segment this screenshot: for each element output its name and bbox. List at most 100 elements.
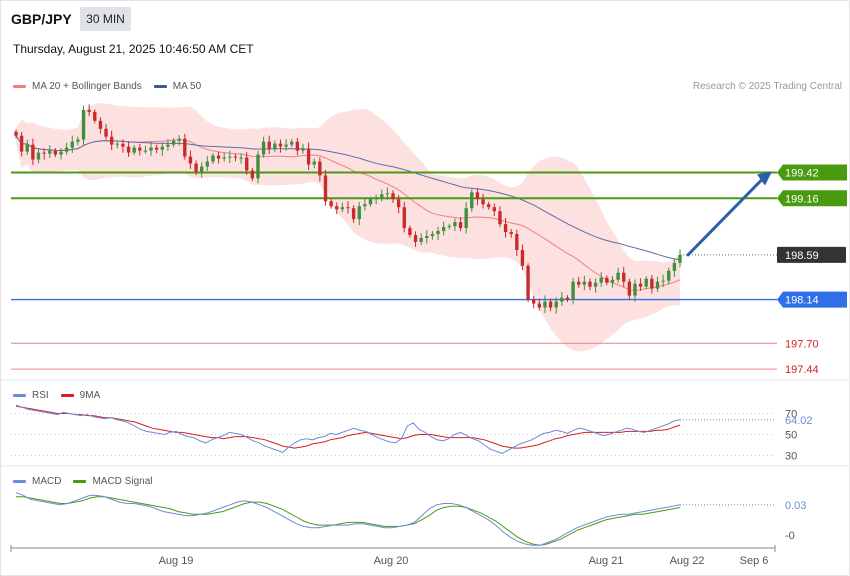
symbol-title: GBP/JPY [11, 11, 72, 27]
candle [93, 111, 97, 121]
rsi-tick-label: 70 [785, 409, 797, 421]
legend-macd-signal[interactable]: MACD Signal [73, 476, 152, 487]
candle [503, 224, 508, 233]
main-legend: MA 20 + Bollinger Bands MA 50 [13, 81, 213, 92]
candle [425, 236, 429, 239]
candle [554, 301, 558, 308]
candle [70, 141, 74, 148]
legend-macd-label: MACD [32, 476, 62, 487]
candle [509, 232, 513, 235]
candle [267, 141, 271, 149]
candle [222, 157, 226, 159]
candle [183, 138, 187, 157]
candle [532, 299, 536, 304]
candle [290, 141, 294, 145]
ma50-line [15, 135, 681, 261]
candle [667, 270, 671, 281]
candle [115, 143, 119, 145]
legend-rsi-label: RSI [32, 390, 49, 401]
candle [492, 207, 496, 212]
candle [408, 228, 412, 236]
candle [374, 198, 378, 200]
legend-macd[interactable]: MACD [13, 476, 61, 487]
candle [644, 278, 648, 287]
candle [335, 206, 339, 210]
candle [109, 136, 114, 145]
candle [138, 147, 142, 151]
candle [447, 226, 451, 228]
rsi-line [15, 404, 681, 454]
candle [616, 272, 620, 280]
candle [228, 156, 232, 158]
candle [498, 211, 502, 225]
candle [160, 146, 164, 150]
rsi-last-value: 64.02 [785, 415, 813, 427]
candle [464, 208, 468, 229]
legend-rsi-ma-label: 9MA [79, 390, 101, 401]
candle [486, 204, 491, 208]
legend-macd-swatch [13, 480, 26, 483]
x-tick-label: Aug 21 [589, 555, 624, 567]
legend-rsi[interactable]: RSI [13, 390, 49, 401]
candle [239, 157, 243, 159]
legend-rsi-ma[interactable]: 9MA [60, 390, 101, 401]
candle [340, 207, 345, 210]
candle [42, 152, 46, 154]
level-label-support: 198.14 [785, 295, 819, 307]
candle [543, 301, 547, 308]
candle [475, 192, 480, 200]
projection-arrow-shaft [686, 175, 766, 257]
candle [323, 175, 328, 202]
candle [200, 166, 204, 172]
level-label-target: 197.70 [785, 338, 819, 350]
rsi-tick-label: 30 [785, 451, 797, 463]
candle [470, 192, 474, 209]
candle [430, 234, 435, 237]
candle [329, 201, 333, 207]
candle [368, 199, 373, 205]
last-price-label: 198.59 [785, 250, 819, 262]
candle [233, 156, 238, 158]
candle [211, 155, 215, 162]
legend-ma20-swatch [13, 85, 26, 88]
candle [154, 147, 159, 150]
legend-ma20-label: MA 20 + Bollinger Bands [32, 81, 142, 92]
candle [53, 150, 58, 155]
candle [14, 131, 18, 136]
candle [537, 303, 542, 308]
level-label-resistance: 199.42 [785, 167, 819, 179]
candle [363, 204, 367, 207]
candle [441, 227, 446, 232]
level-label-bg-support [777, 291, 847, 308]
legend-ma20[interactable]: MA 20 + Bollinger Bands [13, 81, 142, 92]
timeframe-button[interactable]: 30 MIN [80, 7, 131, 31]
candle [126, 146, 131, 153]
candle [250, 170, 255, 179]
candle [571, 281, 575, 300]
legend-ma50[interactable]: MA 50 [153, 81, 201, 92]
candle [143, 150, 148, 152]
candle [25, 144, 29, 152]
candle [622, 272, 626, 282]
candle [278, 143, 283, 147]
last-price-label-bg [777, 246, 846, 263]
candle [627, 281, 632, 296]
candle [419, 238, 423, 242]
candle [638, 283, 643, 287]
candle [98, 120, 103, 129]
candle [76, 139, 80, 142]
rsi-legend: RSI 9MA [13, 390, 112, 401]
candle [413, 235, 418, 242]
level-label-resistance: 199.16 [785, 193, 819, 205]
candle [194, 163, 198, 172]
bollinger-band-area [16, 103, 680, 352]
level-label-bg-resistance [777, 164, 847, 181]
candle [582, 281, 587, 285]
candle [560, 297, 564, 302]
candle [171, 140, 176, 145]
candle [610, 279, 615, 283]
candle [188, 156, 193, 164]
candle [351, 208, 356, 220]
candle [385, 193, 390, 195]
